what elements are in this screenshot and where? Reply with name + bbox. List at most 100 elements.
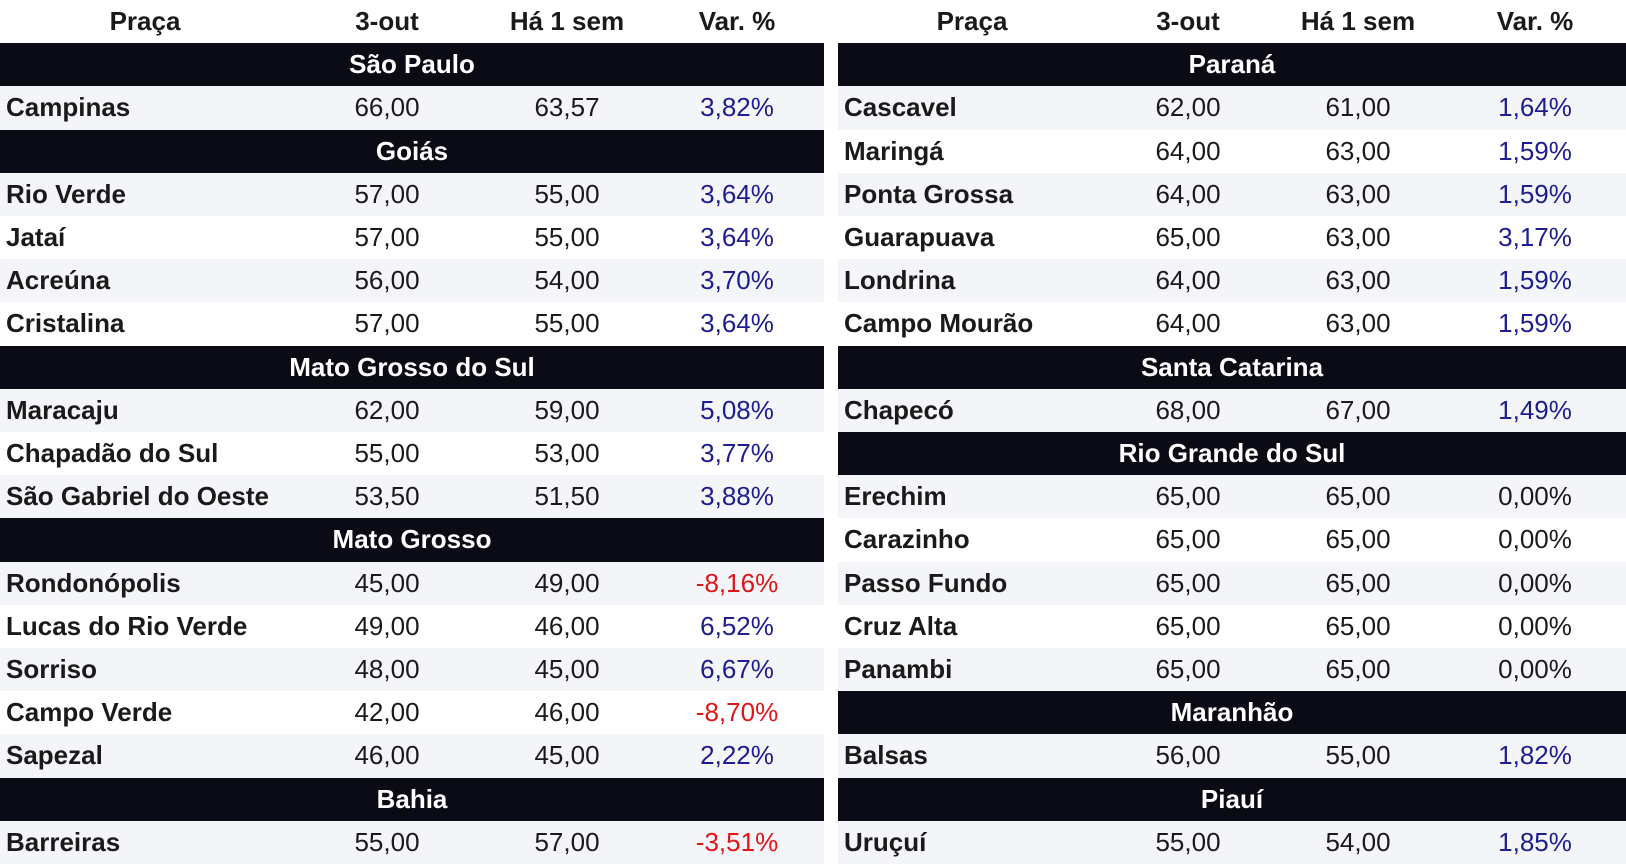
price: 67,00 (1325, 394, 1391, 425)
price: 53,50 (354, 481, 420, 512)
price: 55,00 (354, 438, 420, 468)
group-name: Mato Grosso do Sul (289, 351, 535, 382)
variation: 0,00% (1498, 610, 1572, 641)
price: 46,00 (534, 610, 600, 641)
variation: 1,64% (1498, 92, 1572, 123)
group-row: Maranhão (838, 691, 1626, 735)
data-row: Londrina 64,00 63,00 1,59% (838, 259, 1626, 303)
price: 65,00 (1155, 524, 1221, 555)
variation: 1,59% (1498, 178, 1572, 209)
group-name: Piauí (1200, 783, 1264, 814)
data-row: Chapecó 68,00 67,00 1,49% (838, 388, 1626, 432)
group-name: Bahia (376, 783, 448, 814)
place-name: Londrina (844, 265, 956, 296)
variation: -8,16% (695, 567, 779, 598)
column-header: Praça (936, 6, 1008, 36)
price: 65,00 (1155, 654, 1221, 684)
price: 54,00 (1325, 826, 1391, 857)
place-name: Guarapuava (844, 222, 995, 252)
group-name: São Paulo (349, 49, 475, 80)
group-row: Rio Grande do Sul (838, 432, 1626, 476)
data-row: Cristalina 57,00 55,00 3,64% (0, 302, 824, 345)
group-name: Mato Grosso (332, 524, 492, 555)
data-row: Campinas 66,00 63,57 3,82% (0, 86, 824, 130)
column-header: Var. % (698, 6, 776, 36)
place-name: Sorriso (6, 654, 98, 684)
place-name: Cruz Alta (844, 610, 958, 641)
place-name: Ponta Grossa (844, 178, 1014, 209)
place-name: Cascavel (844, 92, 957, 123)
place-name: Acreúna (6, 265, 111, 296)
price: 51,50 (534, 481, 600, 512)
price: 56,00 (354, 265, 420, 296)
price: 45,00 (534, 654, 600, 684)
price: 66,00 (354, 92, 420, 123)
variation: -3,51% (695, 826, 779, 857)
variation: 1,49% (1498, 394, 1572, 425)
price: 57,00 (354, 222, 420, 252)
price: 65,00 (1155, 222, 1221, 252)
data-row: Campo Mourão 64,00 63,00 1,59% (838, 302, 1626, 345)
price: 54,00 (534, 265, 600, 296)
price: 48,00 (354, 654, 420, 684)
data-row: Barreiras 55,00 57,00 -3,51% (0, 820, 824, 864)
variation: 3,70% (700, 265, 774, 296)
variation: 5,08% (700, 394, 774, 425)
variation: 0,00% (1498, 567, 1572, 598)
price: 63,00 (1325, 222, 1391, 252)
variation: 0,00% (1498, 524, 1572, 555)
data-row: Carazinho 65,00 65,00 0,00% (838, 518, 1626, 561)
variation: 3,64% (700, 178, 774, 209)
group-row: Goiás (0, 129, 824, 173)
variation: 1,82% (1498, 740, 1572, 771)
price: 55,00 (534, 222, 600, 252)
place-name: Balsas (844, 740, 928, 771)
group-name: Maranhão (1170, 697, 1294, 728)
group-row: Paraná (838, 43, 1626, 87)
data-row: Campo Verde 42,00 46,00 -8,70% (0, 691, 824, 734)
price: 65,00 (1155, 567, 1221, 598)
price: 42,00 (354, 697, 420, 728)
left-table: Praça 3-out Há 1 sem Var. % São Paulo Campina… (0, 6, 824, 864)
data-row: Maringá 64,00 63,00 1,59% (838, 130, 1626, 173)
variation: -8,70% (695, 697, 779, 728)
place-name: Barreiras (6, 826, 121, 857)
column-header: Praça (109, 6, 181, 36)
place-name: Chapadão do Sul (6, 438, 219, 468)
right-table: Praça 3-out Há 1 sem Var. % Paraná Cascavel 62… (838, 0, 1626, 864)
header-row: Praça 3-out Há 1 sem Var. % (838, 0, 1626, 43)
variation: 6,52% (700, 610, 774, 641)
data-row: Erechim 65,00 65,00 0,00% (838, 475, 1626, 519)
place-name: Campinas (6, 92, 131, 123)
variation: 1,59% (1498, 135, 1572, 166)
place-name: São Gabriel do Oeste (6, 481, 269, 512)
group-row: Piauí (838, 777, 1626, 821)
data-row: Panambi 65,00 65,00 0,00% (838, 648, 1626, 692)
price: 64,00 (1155, 178, 1221, 209)
variation: 6,67% (700, 654, 774, 684)
place-name: Panambi (844, 654, 953, 684)
price: 55,00 (354, 826, 420, 857)
place-name: Erechim (844, 481, 947, 512)
group-row: Mato Grosso (0, 518, 824, 562)
price: 63,57 (534, 92, 600, 123)
price: 62,00 (354, 394, 420, 425)
price: 56,00 (1155, 740, 1221, 771)
group-name: Paraná (1188, 49, 1276, 80)
group-name: Goiás (375, 135, 449, 166)
price: 65,00 (1325, 610, 1391, 641)
place-name: Campo Verde (6, 697, 173, 728)
place-name: Carazinho (844, 524, 970, 555)
place-name: Uruçuí (844, 826, 927, 857)
column-header: Há 1 sem (1300, 6, 1416, 36)
data-row: Cruz Alta 65,00 65,00 0,00% (838, 605, 1626, 648)
variation: 3,77% (700, 438, 774, 468)
place-name: Chapecó (844, 394, 954, 425)
price: 46,00 (534, 697, 600, 728)
place-name: Rio Verde (6, 178, 126, 209)
price: 45,00 (354, 567, 420, 598)
data-row: Sorriso 48,00 45,00 6,67% (0, 648, 824, 692)
price: 59,00 (534, 394, 600, 425)
price: 64,00 (1155, 265, 1221, 296)
